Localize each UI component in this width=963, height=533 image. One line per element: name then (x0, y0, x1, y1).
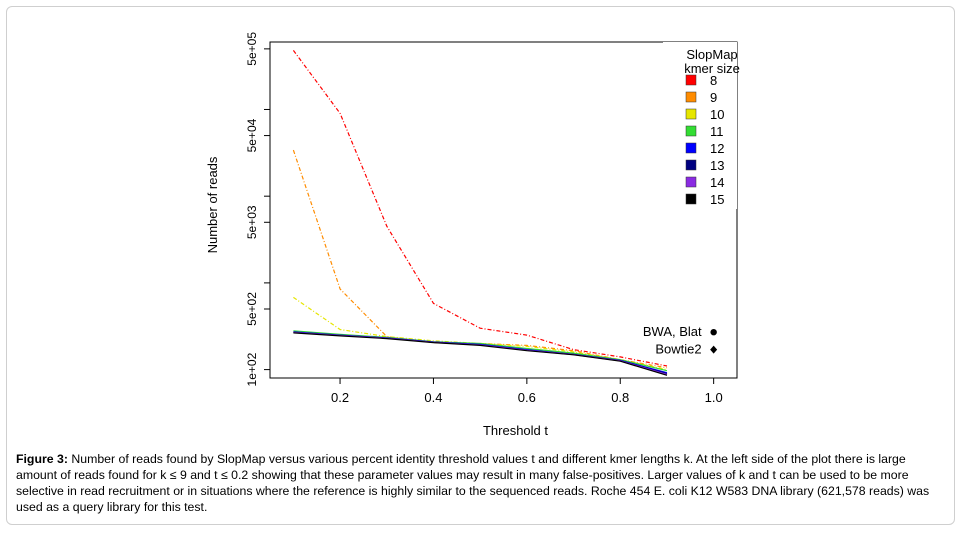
y-tick-label: 5e+04 (245, 118, 259, 152)
legend-label-k8: 8 (710, 73, 717, 88)
point-bwa-blat (710, 328, 717, 336)
axes-layer: 0.2 0.4 0.6 0.8 1.0 1e+02 5e+02 5e+03 5e+04 5e+05 (245, 32, 723, 405)
y-tick-label: 5e+02 (245, 292, 259, 326)
series-line-k11 (293, 330, 668, 372)
legend-label-k11: 11 (710, 124, 724, 139)
legend-swatch-k15 (685, 193, 697, 205)
series-line-k14 (293, 331, 668, 375)
point-label: Bowtie2 (655, 342, 701, 357)
legend-label-k10: 10 (710, 107, 724, 122)
point-bowtie2 (710, 345, 718, 354)
legend-swatch-k12 (685, 142, 697, 154)
y-tick-label: 5e+03 (245, 205, 259, 239)
caption-text: Number of reads found by SlopMap versus … (16, 452, 930, 514)
legend-box (663, 42, 737, 209)
legend-label-k15: 15 (710, 192, 724, 207)
figure-frame (6, 6, 955, 525)
point-label: BWA, Blat (643, 324, 702, 339)
series-layer (292, 50, 668, 376)
series-line-k15 (293, 332, 668, 376)
y-axis-label: Number of reads (205, 156, 220, 253)
legend-swatch-k9 (685, 91, 697, 103)
chart: BWA, Blat Bowtie2 0.2 0.4 0.6 0.8 1.0 1e+02 5e+… (205, 32, 740, 438)
series-line-k12 (293, 331, 668, 374)
legend-swatch-k13 (685, 159, 697, 171)
legend-swatch-k8 (685, 74, 697, 86)
x-tick-label: 1.0 (705, 390, 723, 405)
legend-swatch-k11 (685, 125, 697, 137)
y-tick-label: 5e+05 (245, 32, 259, 66)
series-line-k8 (292, 50, 668, 367)
series-line-k10 (293, 296, 668, 371)
legend-label-k9: 9 (710, 90, 717, 105)
y-tick-label: 1e+02 (245, 352, 259, 386)
legend-label-k12: 12 (710, 141, 724, 156)
legend-swatch-k14 (685, 176, 697, 188)
x-tick-label: 0.8 (611, 390, 629, 405)
plot-area (269, 41, 738, 379)
legend-label-k14: 14 (710, 175, 724, 190)
x-tick-label: 0.6 (518, 390, 536, 405)
legend-swatch-k10 (685, 108, 697, 120)
x-tick-label: 0.2 (331, 390, 349, 405)
legend-label-k13: 13 (710, 158, 724, 173)
caption-label: Figure 3: (16, 452, 68, 466)
legend-title: SlopMap (686, 47, 737, 62)
x-tick-label: 0.4 (424, 390, 442, 405)
x-axis-label: Threshold t (483, 423, 548, 438)
series-line-k13 (293, 331, 668, 375)
points-layer: BWA, Blat Bowtie2 (643, 324, 718, 357)
legend-title: kmer size (684, 61, 740, 76)
figure-caption: Figure 3: Number of reads found by SlopM… (16, 451, 946, 515)
